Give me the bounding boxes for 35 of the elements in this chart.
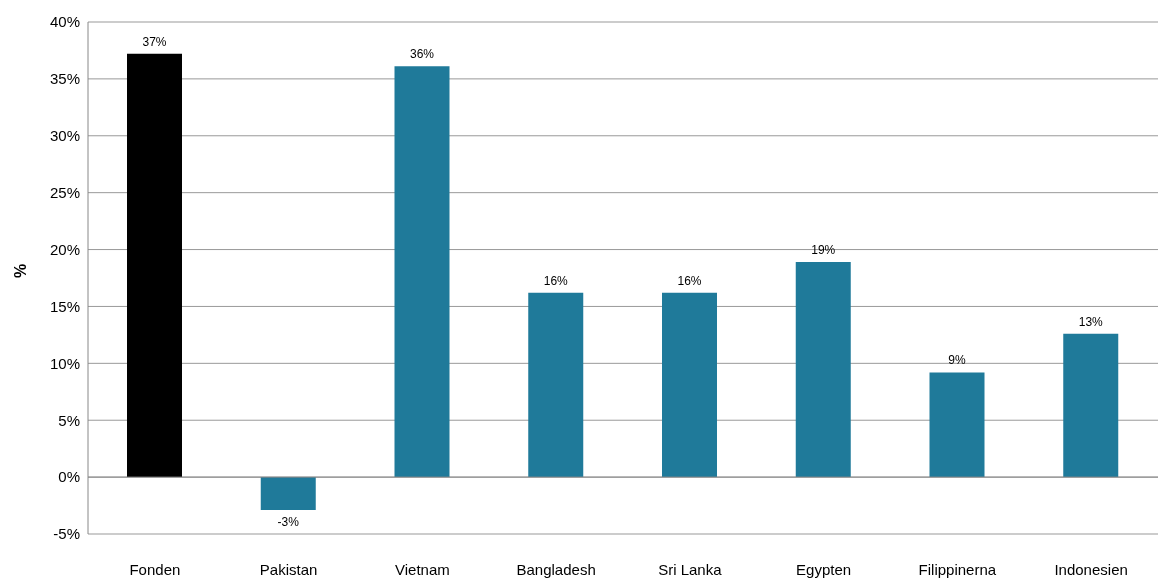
- data-label: -3%: [277, 515, 300, 530]
- data-label: 9%: [948, 353, 966, 368]
- bar: [929, 372, 985, 478]
- bar: [795, 262, 851, 478]
- bar: [1063, 333, 1119, 478]
- x-tick-label: Egypten: [796, 560, 852, 578]
- y-tick-label: 10%: [49, 354, 80, 372]
- y-tick-label: 30%: [49, 127, 80, 145]
- bar: [260, 477, 316, 511]
- data-label: 37%: [142, 34, 167, 49]
- x-tick-label: Vietnam: [394, 560, 450, 578]
- y-tick-label: 5%: [58, 411, 80, 429]
- y-tick-label: 20%: [49, 240, 80, 258]
- x-tick-label: Pakistan: [259, 560, 318, 578]
- bar: [662, 292, 717, 478]
- x-tick-label: Filippinerna: [918, 560, 997, 578]
- y-tick-label: 0%: [58, 468, 80, 486]
- x-tick-label: Indonesien: [1054, 560, 1128, 578]
- y-tick-label: 15%: [49, 297, 80, 315]
- y-tick-label: 35%: [49, 70, 80, 88]
- data-label: 16%: [677, 273, 702, 288]
- y-tick-label: 40%: [49, 13, 80, 31]
- x-tick-label: Sri Lanka: [658, 560, 723, 578]
- x-tick-label: Fonden: [129, 560, 181, 578]
- bar: [528, 292, 584, 478]
- y-tick-label: -5%: [53, 525, 80, 543]
- bar: [394, 66, 450, 478]
- data-label: 16%: [543, 273, 569, 288]
- data-label: 19%: [811, 243, 836, 258]
- data-label: 13%: [1078, 314, 1104, 329]
- x-tick-label: Bangladesh: [516, 560, 596, 578]
- y-tick-label: 25%: [49, 183, 80, 201]
- data-label: 36%: [409, 47, 435, 62]
- bar: [127, 53, 182, 478]
- y-axis-title: %: [11, 263, 29, 278]
